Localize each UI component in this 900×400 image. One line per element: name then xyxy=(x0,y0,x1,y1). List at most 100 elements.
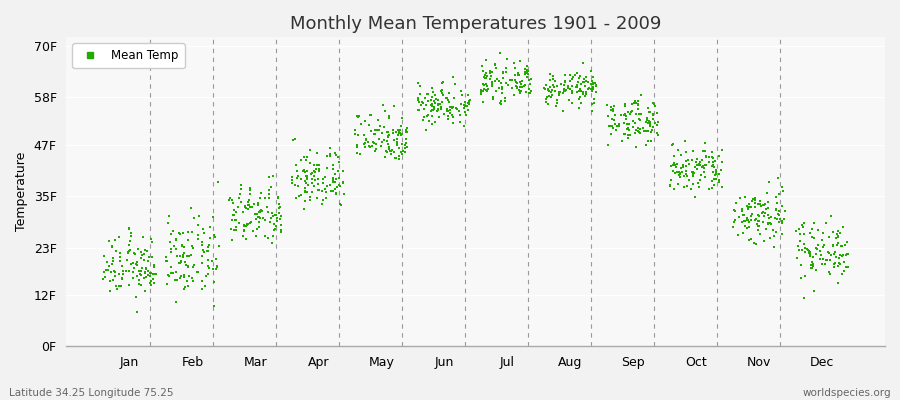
Point xyxy=(805,264,819,271)
Point xyxy=(808,245,823,252)
Point xyxy=(375,130,390,136)
Point xyxy=(757,213,771,219)
Point xyxy=(445,104,459,110)
Point xyxy=(368,126,382,133)
Point xyxy=(381,133,395,139)
Point xyxy=(207,302,221,309)
Point xyxy=(515,78,529,84)
Point xyxy=(412,83,427,89)
Point xyxy=(477,74,491,80)
Point xyxy=(307,182,321,189)
Point xyxy=(160,280,175,287)
Point xyxy=(628,130,643,136)
Point xyxy=(176,230,191,236)
Point xyxy=(769,194,783,201)
Point xyxy=(182,252,196,259)
Point xyxy=(413,91,428,97)
Point xyxy=(772,207,787,214)
Point xyxy=(831,240,845,247)
Point xyxy=(195,260,210,266)
Point xyxy=(228,217,242,224)
Point xyxy=(274,227,288,233)
Point xyxy=(393,127,408,133)
Point xyxy=(524,76,538,82)
Point xyxy=(674,168,688,175)
Point xyxy=(728,208,742,214)
Point xyxy=(698,148,713,154)
Point xyxy=(761,214,776,221)
Point xyxy=(476,81,491,87)
Point xyxy=(231,194,246,201)
Point xyxy=(311,162,326,168)
Point xyxy=(134,268,148,274)
Point xyxy=(668,162,682,168)
Point xyxy=(422,118,436,124)
Point xyxy=(544,87,559,94)
Point xyxy=(96,276,111,282)
Point xyxy=(571,70,585,76)
Point xyxy=(194,253,209,260)
Point xyxy=(298,198,312,204)
Point xyxy=(319,195,333,201)
Point xyxy=(687,170,701,177)
Point xyxy=(823,256,837,263)
Point xyxy=(816,230,831,236)
Point xyxy=(109,248,123,254)
Point xyxy=(680,173,695,179)
Point xyxy=(261,209,275,216)
Point xyxy=(733,214,747,220)
Point xyxy=(620,135,634,142)
Point xyxy=(811,242,825,248)
Point xyxy=(394,132,409,138)
Point xyxy=(427,105,441,111)
Point xyxy=(241,197,256,203)
Point xyxy=(357,141,372,147)
Point xyxy=(585,101,599,107)
Point xyxy=(300,180,314,186)
Point xyxy=(577,76,591,82)
Point xyxy=(715,184,729,190)
Point xyxy=(708,158,723,164)
Point xyxy=(650,130,664,136)
Point xyxy=(706,182,721,188)
Point xyxy=(269,218,284,224)
Point xyxy=(112,250,127,256)
Point xyxy=(334,201,348,208)
Point xyxy=(741,217,755,223)
Point xyxy=(692,162,706,168)
Point xyxy=(495,86,509,92)
Point xyxy=(673,151,688,158)
Point xyxy=(579,77,593,84)
Point xyxy=(686,148,700,154)
Point xyxy=(664,177,679,184)
Point xyxy=(676,162,690,168)
Point xyxy=(736,212,751,218)
Point xyxy=(298,185,312,192)
Point xyxy=(177,286,192,292)
Point xyxy=(168,268,183,275)
Point xyxy=(630,102,644,108)
Point xyxy=(757,237,771,244)
Point xyxy=(694,157,708,164)
Point xyxy=(145,239,159,245)
Point xyxy=(518,88,533,95)
Point xyxy=(104,244,119,251)
Point xyxy=(761,212,776,218)
Point xyxy=(579,89,593,96)
Point xyxy=(550,97,564,104)
Point xyxy=(481,86,495,92)
Point xyxy=(104,278,118,284)
Point xyxy=(425,101,439,107)
Point xyxy=(539,81,554,88)
Point xyxy=(473,89,488,96)
Point xyxy=(837,259,851,265)
Point xyxy=(464,97,478,104)
Point xyxy=(651,132,665,138)
Point xyxy=(442,99,456,106)
Point xyxy=(762,219,777,226)
Point xyxy=(792,226,806,232)
Point xyxy=(382,146,396,152)
Point xyxy=(574,81,589,87)
Point xyxy=(420,111,435,118)
Point xyxy=(583,68,598,74)
